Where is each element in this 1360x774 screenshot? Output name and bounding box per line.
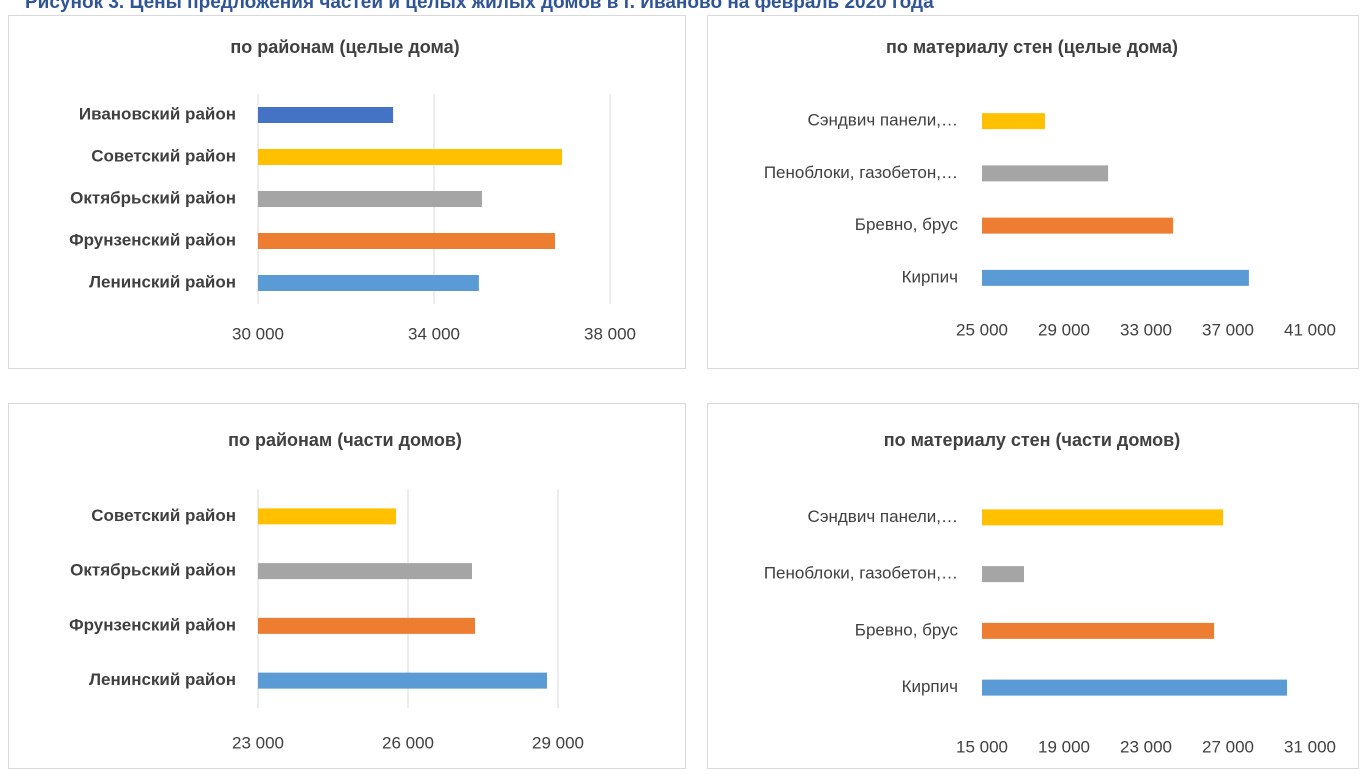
bar bbox=[258, 191, 482, 207]
bar bbox=[982, 566, 1025, 583]
panel bbox=[8, 403, 686, 769]
category-label: Сэндвич панели,… bbox=[808, 507, 958, 526]
x-tick-label: 29 000 bbox=[1038, 320, 1090, 339]
x-tick-label: 23 000 bbox=[1120, 737, 1172, 756]
x-tick-label: 27 000 bbox=[1202, 737, 1254, 756]
x-tick-label: 41 000 bbox=[1284, 320, 1336, 339]
x-tick-label: 25 000 bbox=[956, 320, 1008, 339]
x-tick-label: 34 000 bbox=[408, 324, 460, 343]
category-label: Бревно, брус bbox=[855, 215, 959, 234]
bar bbox=[258, 233, 555, 249]
category-label: Советский район bbox=[91, 146, 236, 165]
bar bbox=[982, 679, 1288, 696]
category-label: Ивановский район bbox=[79, 104, 236, 123]
bar bbox=[982, 217, 1174, 234]
category-label: Ленинский район bbox=[89, 670, 236, 689]
bar bbox=[982, 509, 1224, 526]
bar bbox=[982, 165, 1109, 182]
bar bbox=[982, 622, 1215, 639]
bar bbox=[982, 113, 1045, 130]
bar bbox=[258, 672, 547, 689]
panel bbox=[707, 15, 1359, 369]
x-tick-label: 15 000 bbox=[956, 737, 1008, 756]
category-label: Ленинский район bbox=[89, 272, 236, 291]
bar bbox=[258, 563, 472, 580]
category-label: Кирпич bbox=[902, 267, 958, 286]
category-label: Октябрьский район bbox=[70, 561, 236, 580]
x-tick-label: 26 000 bbox=[382, 733, 434, 752]
chart-title: по районам (целые дома) bbox=[230, 37, 459, 57]
chart-title: по материалу стен (целые дома) bbox=[886, 37, 1178, 57]
bar bbox=[258, 107, 394, 123]
category-label: Кирпич bbox=[902, 677, 958, 696]
x-tick-label: 31 000 bbox=[1284, 737, 1336, 756]
category-label: Фрунзенский район bbox=[69, 615, 236, 634]
bar bbox=[258, 149, 563, 165]
x-tick-label: 30 000 bbox=[232, 324, 284, 343]
bar bbox=[258, 508, 396, 525]
bar bbox=[982, 269, 1249, 286]
x-tick-label: 37 000 bbox=[1202, 320, 1254, 339]
x-tick-label: 38 000 bbox=[584, 324, 636, 343]
panel bbox=[707, 403, 1359, 769]
bar bbox=[258, 275, 479, 291]
category-label: Пеноблоки, газобетон,… bbox=[764, 564, 958, 583]
chart-title: по районам (части домов) bbox=[228, 430, 462, 450]
x-tick-label: 19 000 bbox=[1038, 737, 1090, 756]
x-tick-label: 23 000 bbox=[232, 733, 284, 752]
category-label: Сэндвич панели,… bbox=[808, 111, 958, 130]
category-label: Пеноблоки, газобетон,… bbox=[764, 163, 958, 182]
category-label: Фрунзенский район bbox=[69, 230, 236, 249]
chart-title: по материалу стен (части домов) bbox=[884, 430, 1180, 450]
figure-caption: Рисунок 3. Цены предложения частей и цел… bbox=[25, 0, 934, 13]
x-tick-label: 33 000 bbox=[1120, 320, 1172, 339]
category-label: Советский район bbox=[91, 506, 236, 525]
bar bbox=[258, 617, 475, 634]
x-tick-label: 29 000 bbox=[532, 733, 584, 752]
category-label: Бревно, брус bbox=[855, 620, 959, 639]
category-label: Октябрьский район bbox=[70, 188, 236, 207]
